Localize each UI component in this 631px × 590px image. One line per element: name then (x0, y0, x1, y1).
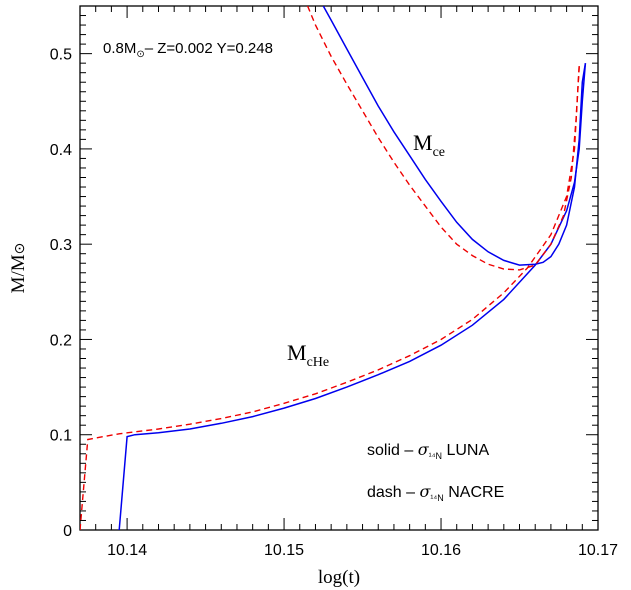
y-tick-label: 0 (63, 523, 72, 540)
tick-labels: 10.14 10.15 10.16 10.17 0 0.1 0.2 0.3 0.4 0.5 (50, 47, 618, 559)
label-mce: Mce (413, 130, 445, 160)
svg-text:McHe: McHe (287, 340, 329, 370)
mche-nacre-line (80, 65, 580, 530)
y-tick-label: 0.1 (50, 428, 72, 445)
legend-entry-luna: solid – σ¹⁴N LUNA (367, 440, 489, 461)
y-axis-label: M/M⊙ (8, 243, 29, 294)
mce-nacre-line (306, 6, 580, 271)
y-tick-label: 0.4 (50, 142, 72, 159)
ticks (79, 5, 599, 531)
legend: solid – σ¹⁴N LUNA dash – σ¹⁴N NACRE (367, 440, 504, 503)
x-tick-label: 10.16 (421, 542, 461, 559)
svg-text:dash – σ¹⁴N NACRE: dash – σ¹⁴N NACRE (367, 482, 504, 503)
y-tick-label: 0.2 (50, 332, 72, 349)
x-axis-label: log(t) (318, 567, 360, 588)
legend-entry-nacre: dash – σ¹⁴N NACRE (367, 482, 504, 503)
x-tick-label: 10.17 (578, 542, 618, 559)
params-annotation: 0.8M⊙– Z=0.002 Y=0.248 (103, 40, 273, 60)
plot-frame (79, 5, 599, 531)
label-mche: McHe (287, 340, 329, 370)
svg-text:M/M⊙: M/M⊙ (8, 243, 29, 294)
svg-text:Mce: Mce (413, 130, 445, 160)
series-group (80, 6, 587, 530)
mce-luna-line (322, 6, 587, 266)
svg-text:solid – σ¹⁴N LUNA: solid – σ¹⁴N LUNA (367, 440, 489, 461)
svg-text:0.8M⊙– Z=0.002 Y=0.248: 0.8M⊙– Z=0.002 Y=0.248 (103, 40, 273, 60)
mche-luna-line (117, 63, 587, 530)
x-tick-label: 10.15 (264, 542, 304, 559)
y-tick-label: 0.5 (50, 47, 72, 64)
x-tick-label: 10.14 (107, 542, 147, 559)
y-tick-label: 0.3 (50, 237, 72, 254)
